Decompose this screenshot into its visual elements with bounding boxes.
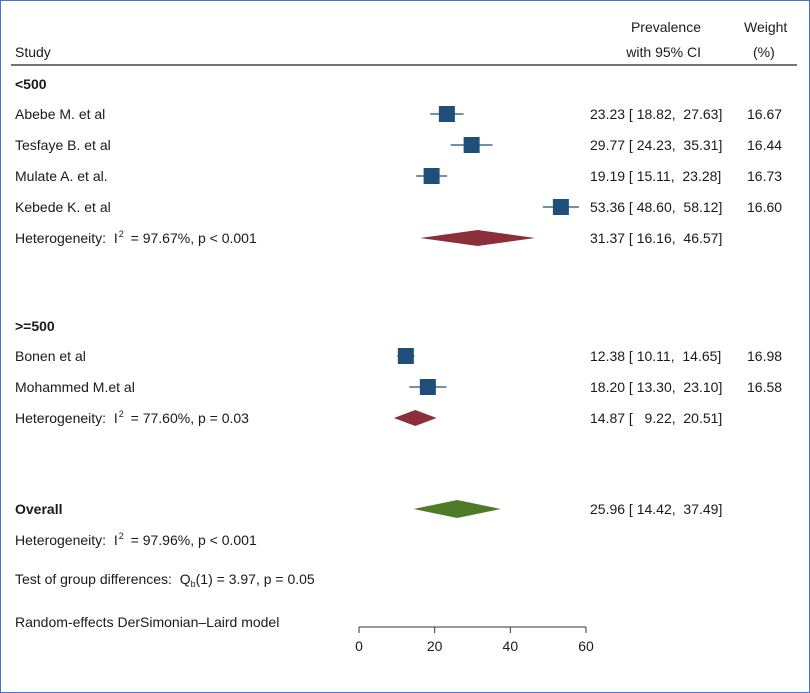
estimate-square (423, 168, 440, 184)
heterogeneity-suffix: = 77.60%, p = 0.03 (126, 410, 249, 426)
study-ci: 29.77 [ 24.23, 35.31] (590, 137, 723, 153)
x-tick-label: 20 (427, 638, 443, 654)
group-test-prefix: Test of group differences: Q (15, 571, 191, 587)
pooled-ci: 31.37 [ 16.16, 46.57] (590, 230, 723, 246)
x-tick-label: 60 (578, 638, 594, 654)
heterogeneity-text: Heterogeneity: I2 = 77.60%, p = 0.03 (15, 409, 249, 428)
header-weight-line2: (%) (753, 44, 775, 60)
study-weight: 16.67 (747, 106, 783, 122)
study-ci: 18.20 [ 13.30, 23.10] (590, 379, 723, 395)
heterogeneity-prefix: Heterogeneity: I (15, 230, 118, 246)
study-weight: 16.44 (747, 137, 783, 153)
study-ci: 12.38 [ 10.11, 14.65] (590, 348, 722, 364)
overall-label: Overall (15, 501, 63, 517)
study-ci: 23.23 [ 18.82, 27.63] (590, 106, 723, 122)
header-prevalence-line1: Prevalence (630, 19, 701, 35)
study-label: Kebede K. et al (15, 199, 111, 215)
study-weight: 16.60 (747, 199, 783, 215)
x-tick-label: 0 (355, 638, 363, 654)
estimate-square (552, 199, 569, 215)
study-label: Tesfaye B. et al (15, 137, 111, 153)
group-test-text: Test of group differences: Qb(1) = 3.97,… (15, 571, 315, 589)
group-label: >=500 (15, 318, 55, 334)
study-ci: 53.36 [ 48.60, 58.12] (590, 199, 723, 215)
model-note: Random-effects DerSimonian–Laird model (15, 614, 280, 630)
x-axis: 0 20 40 60 (355, 626, 594, 654)
estimate-square (419, 379, 436, 395)
study-label: Abebe M. et al (15, 106, 106, 122)
heterogeneity-prefix: Heterogeneity: I (15, 410, 118, 426)
study-label: Mohammed M.et al (15, 379, 135, 395)
x-tick-label: 40 (503, 638, 519, 654)
study-weight: 16.58 (747, 379, 783, 395)
heterogeneity-text: Heterogeneity: I2 = 97.96%, p < 0.001 (15, 531, 257, 550)
heterogeneity-suffix: = 97.67%, p < 0.001 (126, 230, 257, 246)
study-ci: 19.19 [ 15.11, 23.28] (590, 168, 722, 184)
pooled-diamond (420, 230, 536, 246)
header-prevalence-line2: with 95% CI (626, 44, 701, 60)
group-label: <500 (15, 76, 47, 92)
estimate-square (463, 137, 480, 153)
pooled-diamond (393, 410, 437, 426)
header-weight-line1: Weight (744, 19, 788, 35)
group-test-sub: b (190, 579, 196, 589)
heterogeneity-sup: 2 (118, 531, 124, 541)
estimate-square (438, 106, 455, 122)
heterogeneity-text: Heterogeneity: I2 = 97.67%, p < 0.001 (15, 229, 257, 248)
study-label: Mulate A. et al. (15, 168, 108, 184)
study-label: Bonen et al (15, 348, 86, 364)
group-test-suffix: (1) = 3.97, p = 0.05 (195, 571, 315, 587)
overall-ci: 25.96 [ 14.42, 37.49] (590, 501, 723, 517)
heterogeneity-suffix: = 97.96%, p < 0.001 (126, 532, 257, 548)
heterogeneity-sup: 2 (118, 409, 124, 419)
study-weight: 16.73 (747, 168, 783, 184)
heterogeneity-prefix: Heterogeneity: I (15, 532, 118, 548)
estimate-square (397, 348, 414, 364)
overall-diamond (413, 500, 501, 518)
header-study: Study (15, 44, 51, 60)
pooled-ci: 14.87 [ 9.22, 20.51] (590, 410, 723, 426)
study-weight: 16.98 (747, 348, 783, 364)
heterogeneity-sup: 2 (118, 229, 124, 239)
